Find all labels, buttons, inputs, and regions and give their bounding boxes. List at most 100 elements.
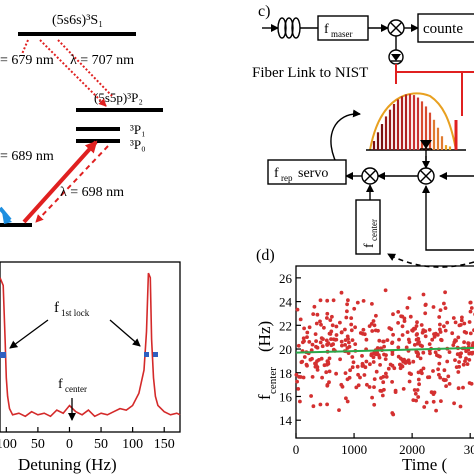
fiber-link-label: Fiber Link to NIST (252, 65, 368, 81)
scatter-xlabel: Time ( (402, 455, 448, 474)
scatter-point (413, 326, 417, 331)
scatter-point (428, 351, 432, 356)
spectrum-plot: 10050050100150 Detuning (Hz) f 1st lock … (0, 261, 181, 474)
scatter-ylabel-sub: center (267, 367, 279, 394)
scatter-point (295, 307, 300, 312)
scatter-point (361, 327, 366, 332)
scatter-point (468, 300, 473, 305)
scatter-point (331, 337, 336, 342)
scatter-point (325, 311, 330, 316)
scatter-point (458, 354, 463, 359)
scatter-point (396, 310, 401, 314)
comb-envelope (369, 92, 457, 151)
scatter-point (326, 360, 330, 364)
scatter-ytick-label: 24 (279, 295, 293, 310)
scatter-point (305, 363, 309, 368)
scatter-point (452, 401, 456, 406)
scatter-ytick-label: 22 (279, 318, 292, 333)
scatter-point (372, 402, 377, 407)
spectrum-xlabel: Detuning (Hz) (18, 455, 117, 474)
scatter-point (416, 395, 421, 399)
scatter-point (296, 387, 301, 391)
scatter-point (383, 288, 388, 293)
scatter-point (345, 346, 350, 350)
scatter-point (457, 323, 462, 328)
scatter-point (442, 301, 446, 306)
scatter-point (400, 333, 405, 337)
scatter-point (401, 387, 406, 391)
scatter-point (454, 365, 459, 369)
scatter-point (345, 302, 349, 307)
scatter-point (302, 326, 306, 331)
scatter-point (421, 292, 426, 297)
scatter-point (370, 395, 374, 400)
scatter-point (325, 383, 330, 388)
scatter-point (404, 345, 409, 350)
scatter-point (438, 308, 443, 312)
feedback-line (422, 185, 474, 251)
center-sub: center (369, 219, 379, 241)
scatter-point (398, 363, 403, 368)
scatter-point (389, 327, 394, 332)
scatter-point (367, 324, 372, 328)
scatter-point (343, 338, 348, 342)
scatter-point (358, 331, 363, 335)
scatter-point (396, 321, 400, 325)
scatter-point (328, 318, 333, 322)
scatter-point (320, 375, 324, 380)
scatter-point (439, 399, 443, 403)
scatter-point (393, 388, 398, 393)
transition-707nm-b (57, 39, 113, 97)
lock-label-sub: 1st lock (61, 308, 90, 318)
scatter-point (309, 348, 314, 353)
servo-f: f (274, 166, 279, 181)
scatter-ylabel-f: f (255, 394, 274, 400)
scatter-point (431, 305, 436, 309)
scatter-point (379, 346, 383, 351)
scatter-point (390, 352, 395, 356)
scatter-point (391, 412, 396, 417)
scatter-point (301, 336, 306, 341)
scatter-point (451, 343, 456, 347)
scatter-point (445, 320, 450, 325)
scatter-point (423, 311, 428, 316)
scatter-point (437, 315, 442, 319)
scatter-point (420, 344, 424, 348)
scatter-point (415, 320, 419, 325)
scatter-point (414, 398, 418, 403)
scatter-point (419, 323, 424, 327)
scatter-point (426, 375, 430, 380)
scatter-point (361, 299, 366, 303)
scatter-point (353, 342, 358, 346)
scatter-point (343, 327, 347, 332)
scatter-point (391, 332, 395, 337)
scatter-point (380, 393, 385, 398)
scatter-point (421, 366, 426, 371)
scatter-point (376, 353, 381, 357)
scatter-point (334, 324, 339, 329)
scatter-point (315, 365, 320, 369)
scatter-yticks: 14 16 18 20 22 24 26 (279, 271, 301, 428)
scatter-xtick-label: 2000 (399, 442, 425, 457)
scatter-point (308, 357, 313, 362)
scatter-point (339, 339, 344, 344)
scatter-point (455, 352, 460, 357)
scatter-point (372, 377, 377, 381)
fiber-coil-icon (277, 17, 301, 39)
spectrum-frame (0, 261, 181, 433)
scatter-point (350, 365, 355, 370)
scatter-point (343, 343, 347, 347)
scatter-point (314, 339, 318, 343)
scatter-point (360, 361, 365, 366)
scatter-point (339, 330, 344, 335)
scatter-point (417, 382, 421, 387)
scatter-point (468, 309, 473, 314)
scatter-point (464, 330, 469, 335)
scatter-point (467, 381, 472, 385)
scatter-point (331, 298, 336, 303)
scatter-point (327, 331, 332, 336)
scatter-point (399, 314, 403, 319)
scatter-point (403, 361, 408, 365)
scatter-ytick-label: 20 (279, 342, 292, 357)
